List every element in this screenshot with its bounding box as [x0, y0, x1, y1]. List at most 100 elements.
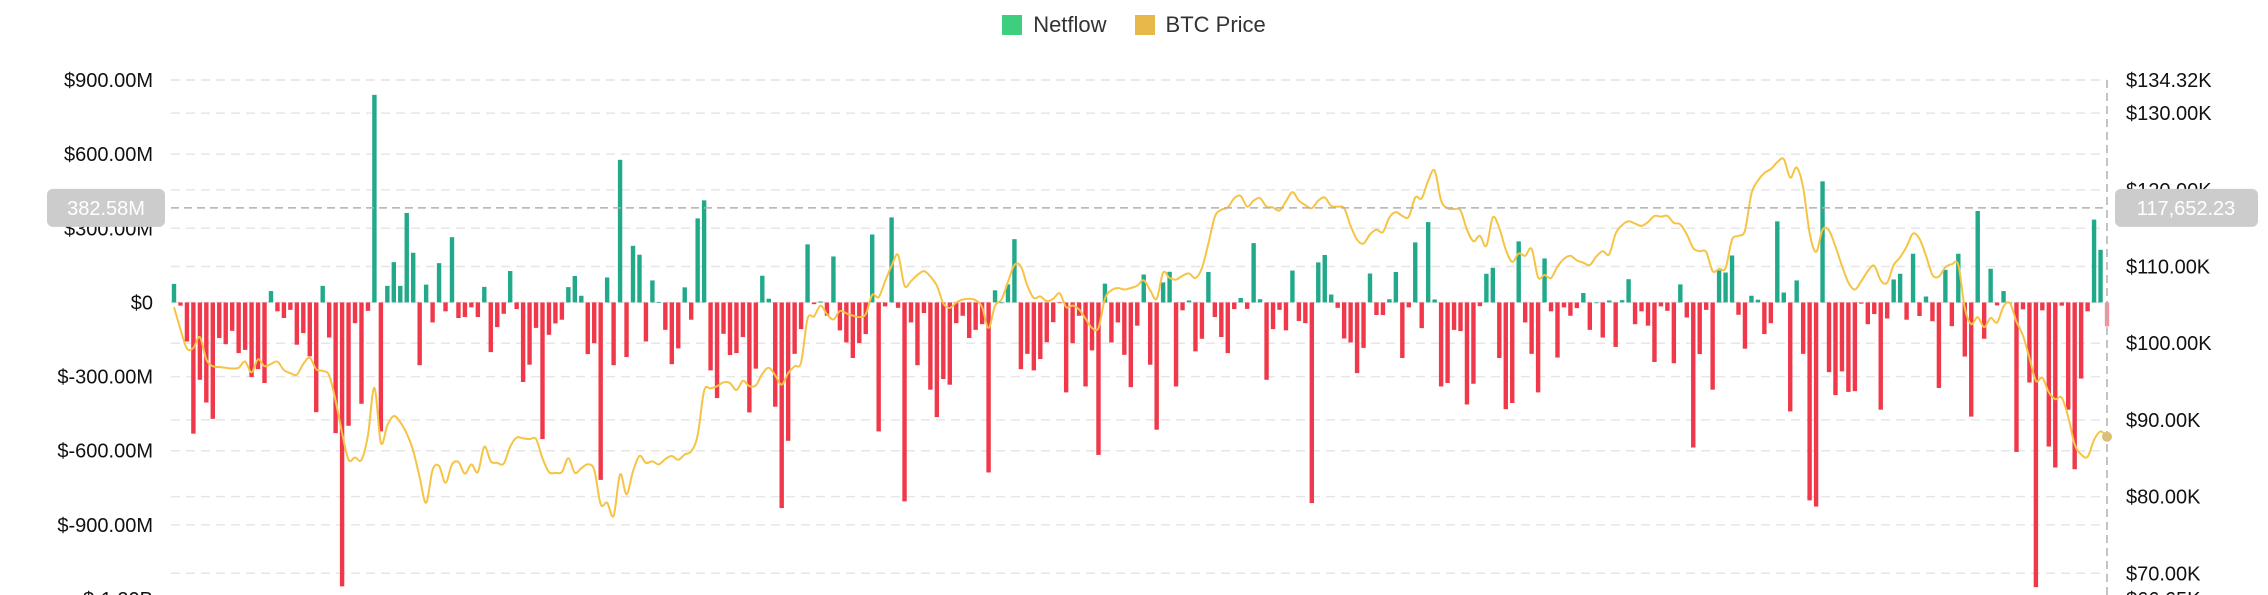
netflow-bar-outflow [2040, 302, 2045, 311]
netflow-bar-outflow [1354, 302, 1360, 374]
netflow-bar-outflow [1884, 302, 1890, 319]
netflow-bar-outflow [1568, 302, 1573, 316]
netflow-bar-inflow [398, 285, 403, 303]
netflow-bar-outflow [288, 302, 293, 310]
netflow-bar-outflow [1697, 302, 1702, 355]
netflow-bar-outflow [1768, 302, 1774, 324]
netflow-bar-outflow [941, 302, 946, 380]
netflow-bar-outflow [721, 302, 726, 334]
netflow-bar-outflow [204, 302, 209, 403]
netflow-bar-outflow [488, 302, 493, 353]
netflow-bar-inflow [604, 277, 610, 303]
netflow-bar-inflow [1729, 255, 1735, 303]
netflow-bar-inflow [572, 275, 578, 303]
netflow-bar-outflow [611, 302, 616, 366]
netflow-bar-outflow [1936, 302, 1942, 388]
netflow-bar-inflow [1723, 272, 1728, 303]
netflow-bar-inflow [1322, 254, 1327, 303]
left-axis-tick-label: $-1.20B [83, 589, 153, 595]
left-value-label: 382.58M [67, 198, 145, 220]
netflow-bar-outflow [1632, 302, 1638, 325]
netflow-bar-inflow [617, 159, 623, 303]
right-axis-tick-label: $70.00K [2126, 563, 2201, 585]
netflow-bar-inflow [1290, 270, 1295, 303]
crosshair: 382.58M 117,652.23 [47, 80, 2258, 595]
netflow-bar-outflow [501, 302, 506, 314]
netflow-bar-outflow [714, 302, 720, 399]
netflow-bar-outflow [1219, 302, 1224, 338]
netflow-bar-outflow [1277, 302, 1282, 310]
netflow-bar-outflow [1348, 302, 1353, 343]
netflow-bar-inflow [656, 301, 662, 303]
netflow-bar-outflow [217, 302, 222, 339]
netflow-bar-outflow [1122, 302, 1127, 355]
netflow-bar-outflow [553, 302, 558, 324]
netflow-bar-outflow [223, 302, 228, 345]
netflow-bar-outflow [734, 302, 739, 354]
netflow-bar-inflow [818, 301, 823, 303]
netflow-bar-outflow [1904, 302, 1909, 320]
netflow-bar-outflow [1063, 302, 1069, 393]
netflow-bar-inflow [682, 287, 687, 303]
netflow-bar-outflow [1471, 302, 1476, 384]
netflow-bar-inflow [1910, 253, 1916, 303]
netflow-bar-outflow [378, 302, 384, 432]
netflow-bar-outflow [857, 302, 862, 344]
netflow-bar-outflow [1587, 302, 1593, 330]
netflow-bar-outflow [2085, 302, 2090, 312]
netflow-bar-inflow [1005, 284, 1011, 303]
netflow-bar-inflow [423, 284, 429, 303]
netflow-bar-outflow [798, 302, 804, 330]
netflow-bar-outflow [1981, 302, 1987, 339]
netflow-bar-outflow [1969, 302, 1974, 417]
netflow-bar-outflow [598, 302, 603, 480]
netflow-bar-inflow [1251, 243, 1256, 303]
netflow-bar-outflow [1128, 302, 1134, 388]
netflow-bar-outflow [430, 302, 435, 323]
legend-item-btc-price[interactable]: BTC Price [1134, 12, 1266, 38]
netflow-bar-inflow [436, 263, 442, 303]
netflow-bar-outflow [2053, 302, 2058, 468]
netflow-bar-outflow [514, 302, 519, 310]
netflow-bar-inflow [1775, 221, 1780, 303]
netflow-bar-outflow [339, 302, 345, 587]
netflow-bar-outflow [333, 302, 338, 434]
netflow-bar-outflow [1225, 302, 1230, 354]
netflow-bar-outflow [1813, 302, 1819, 507]
netflow-bar-outflow [1600, 302, 1605, 338]
netflow-bar-outflow [1503, 302, 1508, 410]
netflow-bar-outflow [1406, 302, 1411, 308]
netflow-bar-inflow [268, 291, 274, 303]
right-axis-tick-label: $66.65K [2126, 589, 2201, 595]
netflow-bar-inflow [650, 280, 655, 303]
netflow-bar-outflow [966, 302, 972, 339]
netflow-bar-inflow [1393, 272, 1399, 303]
legend-item-netflow[interactable]: Netflow [1002, 12, 1107, 38]
netflow-bar-outflow [1335, 302, 1340, 308]
right-value-pill [2115, 188, 2258, 227]
netflow-bar-inflow [1678, 284, 1683, 303]
netflow-bar-outflow [902, 302, 907, 502]
netflow-bar-outflow [1535, 302, 1541, 393]
netflow-bar-outflow [1089, 302, 1095, 351]
netflow-bar-inflow [385, 285, 390, 303]
netflow-bar-outflow [837, 302, 843, 331]
netflow-bar-inflow [1619, 300, 1625, 303]
right-axis-tick-label: $80.00K [2126, 487, 2201, 509]
netflow-bar-outflow [960, 302, 965, 316]
netflow-bar-outflow [753, 302, 759, 369]
netflow-bar-outflow [1671, 302, 1677, 364]
netflow-bar-outflow [585, 302, 590, 355]
left-value-pill [47, 188, 165, 227]
netflow-bar-inflow [1102, 283, 1108, 303]
netflow-bar-outflow [1341, 302, 1347, 339]
netflow-bar-outflow [417, 302, 422, 366]
netflow-bar-outflow [1244, 302, 1250, 309]
netflow-bar-outflow [1865, 302, 1870, 325]
netflow-bar-outflow [908, 302, 914, 323]
netflow-bar-outflow [921, 302, 927, 314]
left-axis: $900.00M$600.00M$300.00M$0$-300.00M$-600… [57, 70, 153, 595]
right-axis-tick-label: $110.00K [2126, 257, 2211, 279]
netflow-bar-inflow [1167, 271, 1172, 303]
